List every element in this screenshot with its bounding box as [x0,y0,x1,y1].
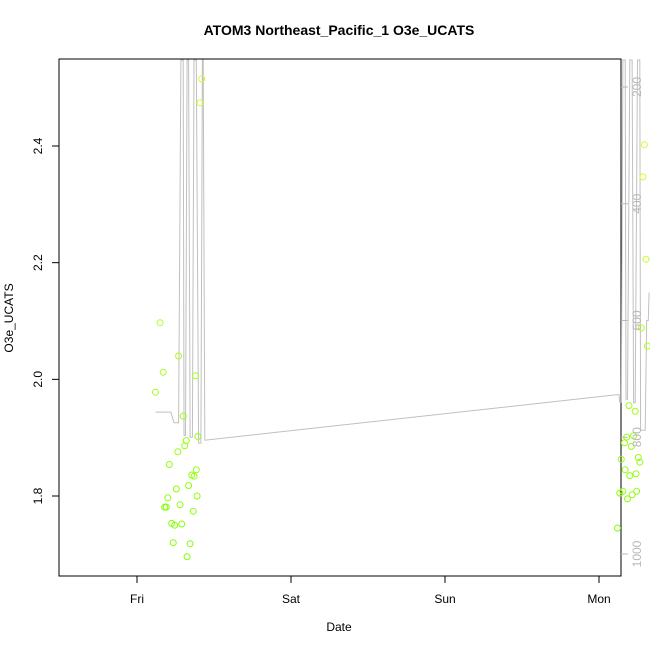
data-point [636,458,644,466]
data-point [159,368,167,376]
data-point [619,487,627,495]
data-point [176,501,184,509]
data-point [639,173,647,181]
data-point [189,507,197,515]
x-tick-label: Sat [282,592,301,606]
data-point [183,553,191,561]
data-point [156,319,164,327]
y-axis: 1.8 2.0 2.2 2.4 [31,137,59,504]
data-point [617,455,625,463]
x-axis: Fri Sat Sun Mon [71,575,615,606]
y-tick-label: 2.0 [31,371,45,388]
data-point [192,372,199,380]
data-point [162,503,170,511]
x-tick-label: Fri [130,592,144,606]
data-point [152,388,159,396]
x-tick-label: Mon [587,592,610,606]
data-point [632,470,640,478]
data-point [185,482,193,489]
points-layer [152,75,650,561]
data-point [644,342,650,350]
y-right-tick-label: 1000 [630,540,644,567]
y-right-tick-label: 200 [630,77,644,97]
pressure-line [155,59,650,444]
data-point [625,402,633,410]
y-axis-label: O3e_UCATS [2,283,16,352]
y-right-axis: 200 400 600 800 1000 [621,77,644,567]
data-point [642,255,650,263]
data-point [174,448,182,456]
data-point [640,141,648,149]
data-point [631,407,639,415]
data-point [614,524,621,532]
data-point [194,433,202,440]
data-point [171,521,179,529]
x-axis-label: Date [326,620,352,634]
data-point [198,75,206,83]
data-point [175,352,183,360]
y-tick-label: 1.8 [31,487,45,504]
data-point [634,454,642,461]
data-point [179,412,187,420]
data-point [190,472,198,480]
chart-title: ATOM3 Northeast_Pacific_1 O3e_UCATS [204,22,475,38]
data-point [165,461,173,468]
data-point [178,520,186,528]
data-point [186,540,194,548]
data-point [624,495,631,503]
data-point [627,442,635,450]
data-point [633,487,641,495]
data-point [192,466,200,474]
data-point [164,494,172,502]
y-right-tick-label: 400 [630,193,644,213]
data-point [637,324,645,332]
data-point [628,491,636,499]
pressure-line-layer [155,59,650,444]
y-right-tick-label: 800 [630,427,644,447]
y-right-tick-label: 600 [630,310,644,330]
data-point [630,432,638,440]
data-point [620,439,628,447]
plot-frame [58,58,622,577]
y-tick-label: 2.2 [31,254,45,271]
data-point [172,485,180,493]
data-point [169,539,177,547]
data-point [193,492,201,500]
data-point [626,472,634,480]
data-point [196,99,204,107]
data-point [621,466,629,474]
y-tick-label: 2.4 [31,137,45,154]
data-point [182,437,190,445]
x-tick-label: Sun [434,592,455,606]
